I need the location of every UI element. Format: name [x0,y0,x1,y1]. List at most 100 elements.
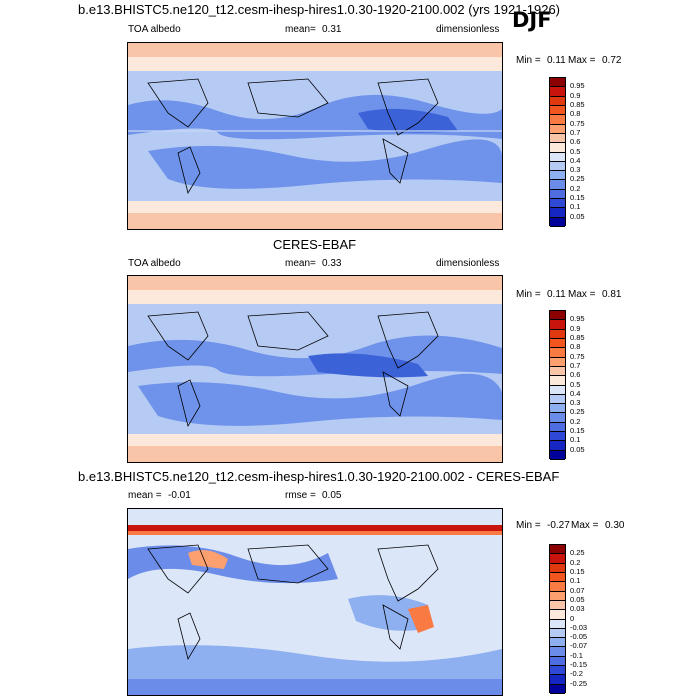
panel3-max-value: 0.30 [605,520,625,531]
panel1-colorbar [549,77,566,227]
colorbar-swatch [550,78,565,88]
colorbar-tick-label: 0.75 [570,118,585,128]
colorbar-tick-label: 0.2 [570,183,581,193]
colorbar-swatch [550,450,565,460]
colorbar-swatch [550,610,565,620]
colorbar-swatch [550,600,565,611]
colorbar-tick-label: 0.85 [570,332,585,342]
colorbar-tick-label: 0.5 [570,379,581,389]
colorbar-tick-label: 0.05 [570,594,585,604]
panel3-map-svg [128,509,502,695]
colorbar-swatch [550,115,565,125]
panel3-min-label: Min = [516,520,541,531]
colorbar-tick-label: -0.2 [570,669,583,679]
colorbar-tick-label: 0.95 [570,81,585,91]
colorbar-tick-label: 0.25 [570,548,585,558]
panel3-map [127,508,503,696]
colorbar-swatch [550,180,565,190]
colorbar-swatch [550,161,565,172]
panel2-units: dimensionless [436,258,500,269]
colorbar-tick-label: 0.9 [570,323,581,333]
panel2-min-value: 0.11 [547,289,566,300]
colorbar-swatch [550,124,565,134]
colorbar-swatch [550,628,565,639]
colorbar-swatch [550,394,565,405]
colorbar-tick-label: 0.25 [570,407,585,417]
colorbar-tick-label: 0.8 [570,342,581,352]
colorbar-swatch [550,572,565,583]
colorbar-tick-label: 0.3 [570,398,581,408]
panel2-max-label: Max = [568,289,596,300]
colorbar-tick-label: 0.75 [570,351,585,361]
colorbar-swatch [550,338,565,349]
colorbar-swatch [550,189,565,200]
colorbar-tick-label: -0.25 [570,678,588,688]
colorbar-tick-label: 0.05 [570,444,585,454]
colorbar-swatch [550,171,565,181]
colorbar-tick-label: 0.6 [570,370,581,380]
colorbar-swatch [550,152,565,162]
colorbar-swatch [550,96,565,106]
colorbar-swatch [550,563,565,573]
colorbar-swatch [550,422,565,433]
colorbar-swatch [550,348,565,358]
panel2-colorbar [549,310,566,460]
panel2-map [127,275,503,463]
colorbar-swatch [550,619,565,629]
colorbar-tick-label: 0.4 [570,388,581,398]
colorbar-tick-label: 0.15 [570,193,585,203]
panel1-map [127,42,503,230]
colorbar-swatch [550,385,565,395]
colorbar-tick-label: 0.1 [570,576,581,586]
panel2-field-label: TOA albedo [128,258,181,269]
panel2-title: CERES-EBAF [273,237,357,252]
colorbar-tick-label: 0.5 [570,146,581,156]
colorbar-swatch [550,366,565,377]
panel2-max-value: 0.81 [602,289,622,300]
colorbar-tick-label: 0.9 [570,90,581,100]
colorbar-tick-label: 0.07 [570,585,585,595]
panel3-mean-label: mean = [128,490,162,501]
panel1-units: dimensionless [436,24,500,35]
colorbar-swatch [550,432,565,442]
colorbar-tick-label: 0.7 [570,127,581,137]
colorbar-tick-label: 0 [570,613,575,623]
colorbar-swatch [550,357,565,367]
colorbar-tick-label: 0.15 [570,566,585,576]
colorbar-tick-label: 0.3 [570,165,581,175]
panel3-rmse-label: rmse = [285,490,316,501]
colorbar-swatch [550,545,565,555]
panel1-field-label: TOA albedo [128,24,181,35]
panel3-mean-value: -0.01 [168,490,191,501]
panel1-max-value: 0.72 [602,55,622,66]
colorbar-swatch [550,199,565,209]
panel3-colorbar [549,544,566,694]
colorbar-swatch [550,404,565,414]
colorbar-swatch [550,656,565,667]
panel3-max-label: Max = [571,520,599,531]
panel3-title: b.e13.BHISTC5.ne120_t12.cesm-ihesp-hires… [78,469,560,484]
colorbar-swatch [550,638,565,648]
season-label: DJF [512,8,552,32]
colorbar-swatch [550,376,565,386]
colorbar-swatch [550,591,565,601]
panel1-mean-value: 0.31 [322,24,342,35]
panel3-min-value: -0.27 [547,520,570,531]
colorbar-swatch [550,143,565,153]
colorbar-tick-label: -0.03 [570,622,588,632]
colorbar-swatch [550,647,565,657]
colorbar-tick-label: 0.85 [570,99,585,109]
colorbar-tick-label: -0.07 [570,641,588,651]
colorbar-swatch [550,666,565,676]
colorbar-tick-label: 0.1 [570,435,581,445]
colorbar-tick-label: -0.1 [570,650,583,660]
colorbar-tick-label: -0.05 [570,632,588,642]
panel2-mean-value: 0.33 [322,258,342,269]
panel1-min-label: Min = [516,55,541,66]
colorbar-tick-label: 0.2 [570,416,581,426]
colorbar-swatch [550,441,565,451]
colorbar-tick-label: 0.8 [570,109,581,119]
colorbar-swatch [550,320,565,330]
colorbar-swatch [550,105,565,116]
colorbar-tick-label: 0.7 [570,360,581,370]
